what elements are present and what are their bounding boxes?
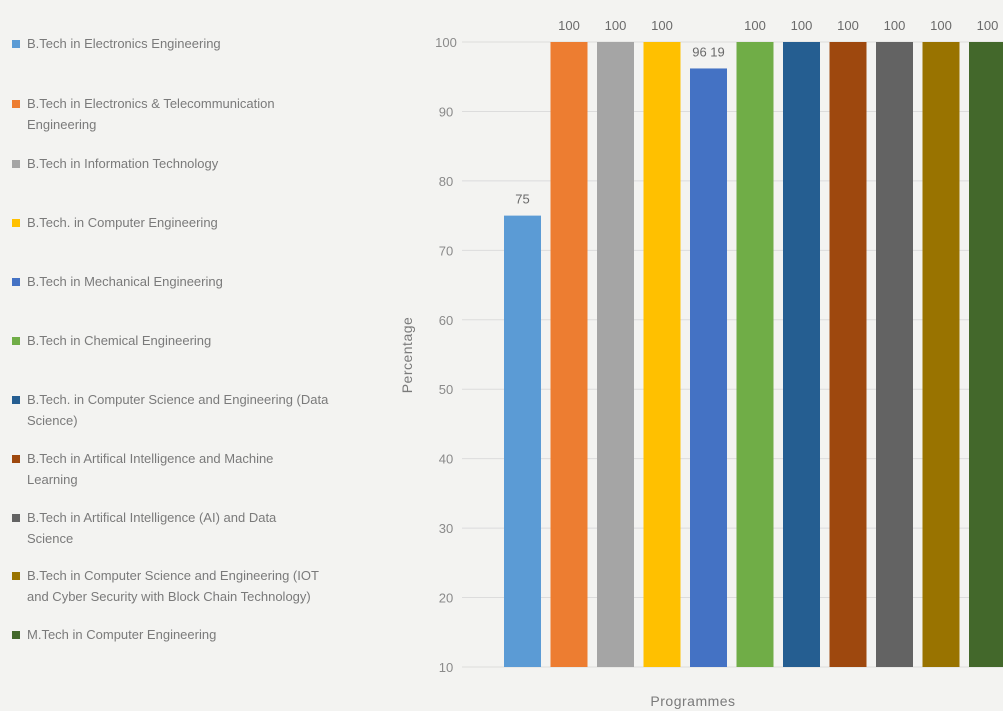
legend-label: B.Tech in Chemical Engineering xyxy=(27,333,211,348)
legend-label: B.Tech in Information Technology xyxy=(27,156,219,171)
y-tick-label: 90 xyxy=(439,104,453,119)
bar xyxy=(783,42,820,667)
legend-label: B.Tech in Electronics Engineering xyxy=(27,36,221,51)
legend-swatch xyxy=(12,514,20,522)
legend-swatch xyxy=(12,396,20,404)
legend-label: M.Tech in Computer Engineering xyxy=(27,627,216,642)
legend-item: B.Tech in Artifical Intelligence (AI) an… xyxy=(12,510,277,546)
data-label: 100 xyxy=(558,18,580,33)
legend-item: B.Tech in Artifical Intelligence and Mac… xyxy=(12,451,273,487)
y-axis-title: Percentage xyxy=(399,317,415,394)
legend: B.Tech in Electronics Engineering B.Tech … xyxy=(12,36,329,642)
legend-label: and Cyber Security with Block Chain Tech… xyxy=(27,589,311,604)
bar xyxy=(876,42,913,667)
data-label: 96 19 xyxy=(692,44,725,59)
data-label: 100 xyxy=(977,18,999,33)
data-label: 100 xyxy=(884,18,906,33)
legend-swatch xyxy=(12,40,20,48)
legend-label: Learning xyxy=(27,472,78,487)
y-tick-label: 20 xyxy=(439,591,453,606)
legend-label: Science) xyxy=(27,413,78,428)
y-tick-label: 70 xyxy=(439,243,453,258)
legend-label: Engineering xyxy=(27,117,96,132)
legend-label: B.Tech. in Computer Engineering xyxy=(27,215,218,230)
y-tick-label: 40 xyxy=(439,452,453,467)
legend-item: B.Tech in Information Technology xyxy=(12,156,219,171)
gridlines xyxy=(462,41,1003,668)
legend-item: B.Tech. in Computer Science and Engineer… xyxy=(12,392,329,428)
legend-item: B.Tech in Computer Science and Engineeri… xyxy=(12,568,319,604)
legend-item: B.Tech in Chemical Engineering xyxy=(12,333,211,348)
bar xyxy=(690,68,727,668)
data-label: 100 xyxy=(837,18,859,33)
bar xyxy=(597,42,634,667)
data-label: 100 xyxy=(744,18,766,33)
legend-item: B.Tech in Electronics & Telecommunicatio… xyxy=(12,96,275,132)
legend-label: B.Tech in Artifical Intelligence (AI) an… xyxy=(27,510,277,525)
legend-label: Science xyxy=(27,531,73,546)
legend-swatch xyxy=(12,337,20,345)
data-label: 100 xyxy=(651,18,673,33)
data-label: 100 xyxy=(605,18,627,33)
legend-label: B.Tech in Artifical Intelligence and Mac… xyxy=(27,451,273,466)
bar xyxy=(829,42,867,667)
bar xyxy=(504,215,541,667)
y-tick-label: 60 xyxy=(439,313,453,328)
x-axis-title: Programmes xyxy=(650,693,735,709)
data-label: 75 xyxy=(515,192,529,207)
bar xyxy=(643,42,681,667)
y-tick-label: 30 xyxy=(439,521,453,536)
legend-item: M.Tech in Computer Engineering xyxy=(12,627,216,642)
data-labels: 75 100 100 100 96 19 100 100 100 100 100 100 xyxy=(515,18,998,207)
bar xyxy=(736,42,774,667)
bar xyxy=(922,42,960,667)
bar xyxy=(969,42,1003,667)
legend-item: B.Tech. in Computer Engineering xyxy=(12,215,218,230)
y-tick-label: 100 xyxy=(435,35,457,50)
y-tick-label: 80 xyxy=(439,174,453,189)
legend-label: B.Tech in Computer Science and Engineeri… xyxy=(27,568,319,583)
legend-swatch xyxy=(12,219,20,227)
legend-item: B.Tech in Mechanical Engineering xyxy=(12,274,223,289)
bars xyxy=(504,42,1003,668)
legend-swatch xyxy=(12,160,20,168)
data-label: 100 xyxy=(791,18,813,33)
y-axis-ticks: 10 20 30 40 50 60 70 80 90 100 xyxy=(435,35,457,675)
data-label: 100 xyxy=(930,18,952,33)
bar xyxy=(550,42,588,667)
legend-swatch xyxy=(12,572,20,580)
legend-label: B.Tech in Electronics & Telecommunicatio… xyxy=(27,96,275,111)
legend-swatch xyxy=(12,100,20,108)
y-tick-label: 50 xyxy=(439,382,453,397)
legend-swatch xyxy=(12,631,20,639)
legend-swatch xyxy=(12,455,20,463)
legend-swatch xyxy=(12,278,20,286)
legend-item: B.Tech in Electronics Engineering xyxy=(12,36,221,51)
legend-label: B.Tech in Mechanical Engineering xyxy=(27,274,223,289)
legend-label: B.Tech. in Computer Science and Engineer… xyxy=(27,392,329,407)
y-tick-label: 10 xyxy=(439,660,453,675)
